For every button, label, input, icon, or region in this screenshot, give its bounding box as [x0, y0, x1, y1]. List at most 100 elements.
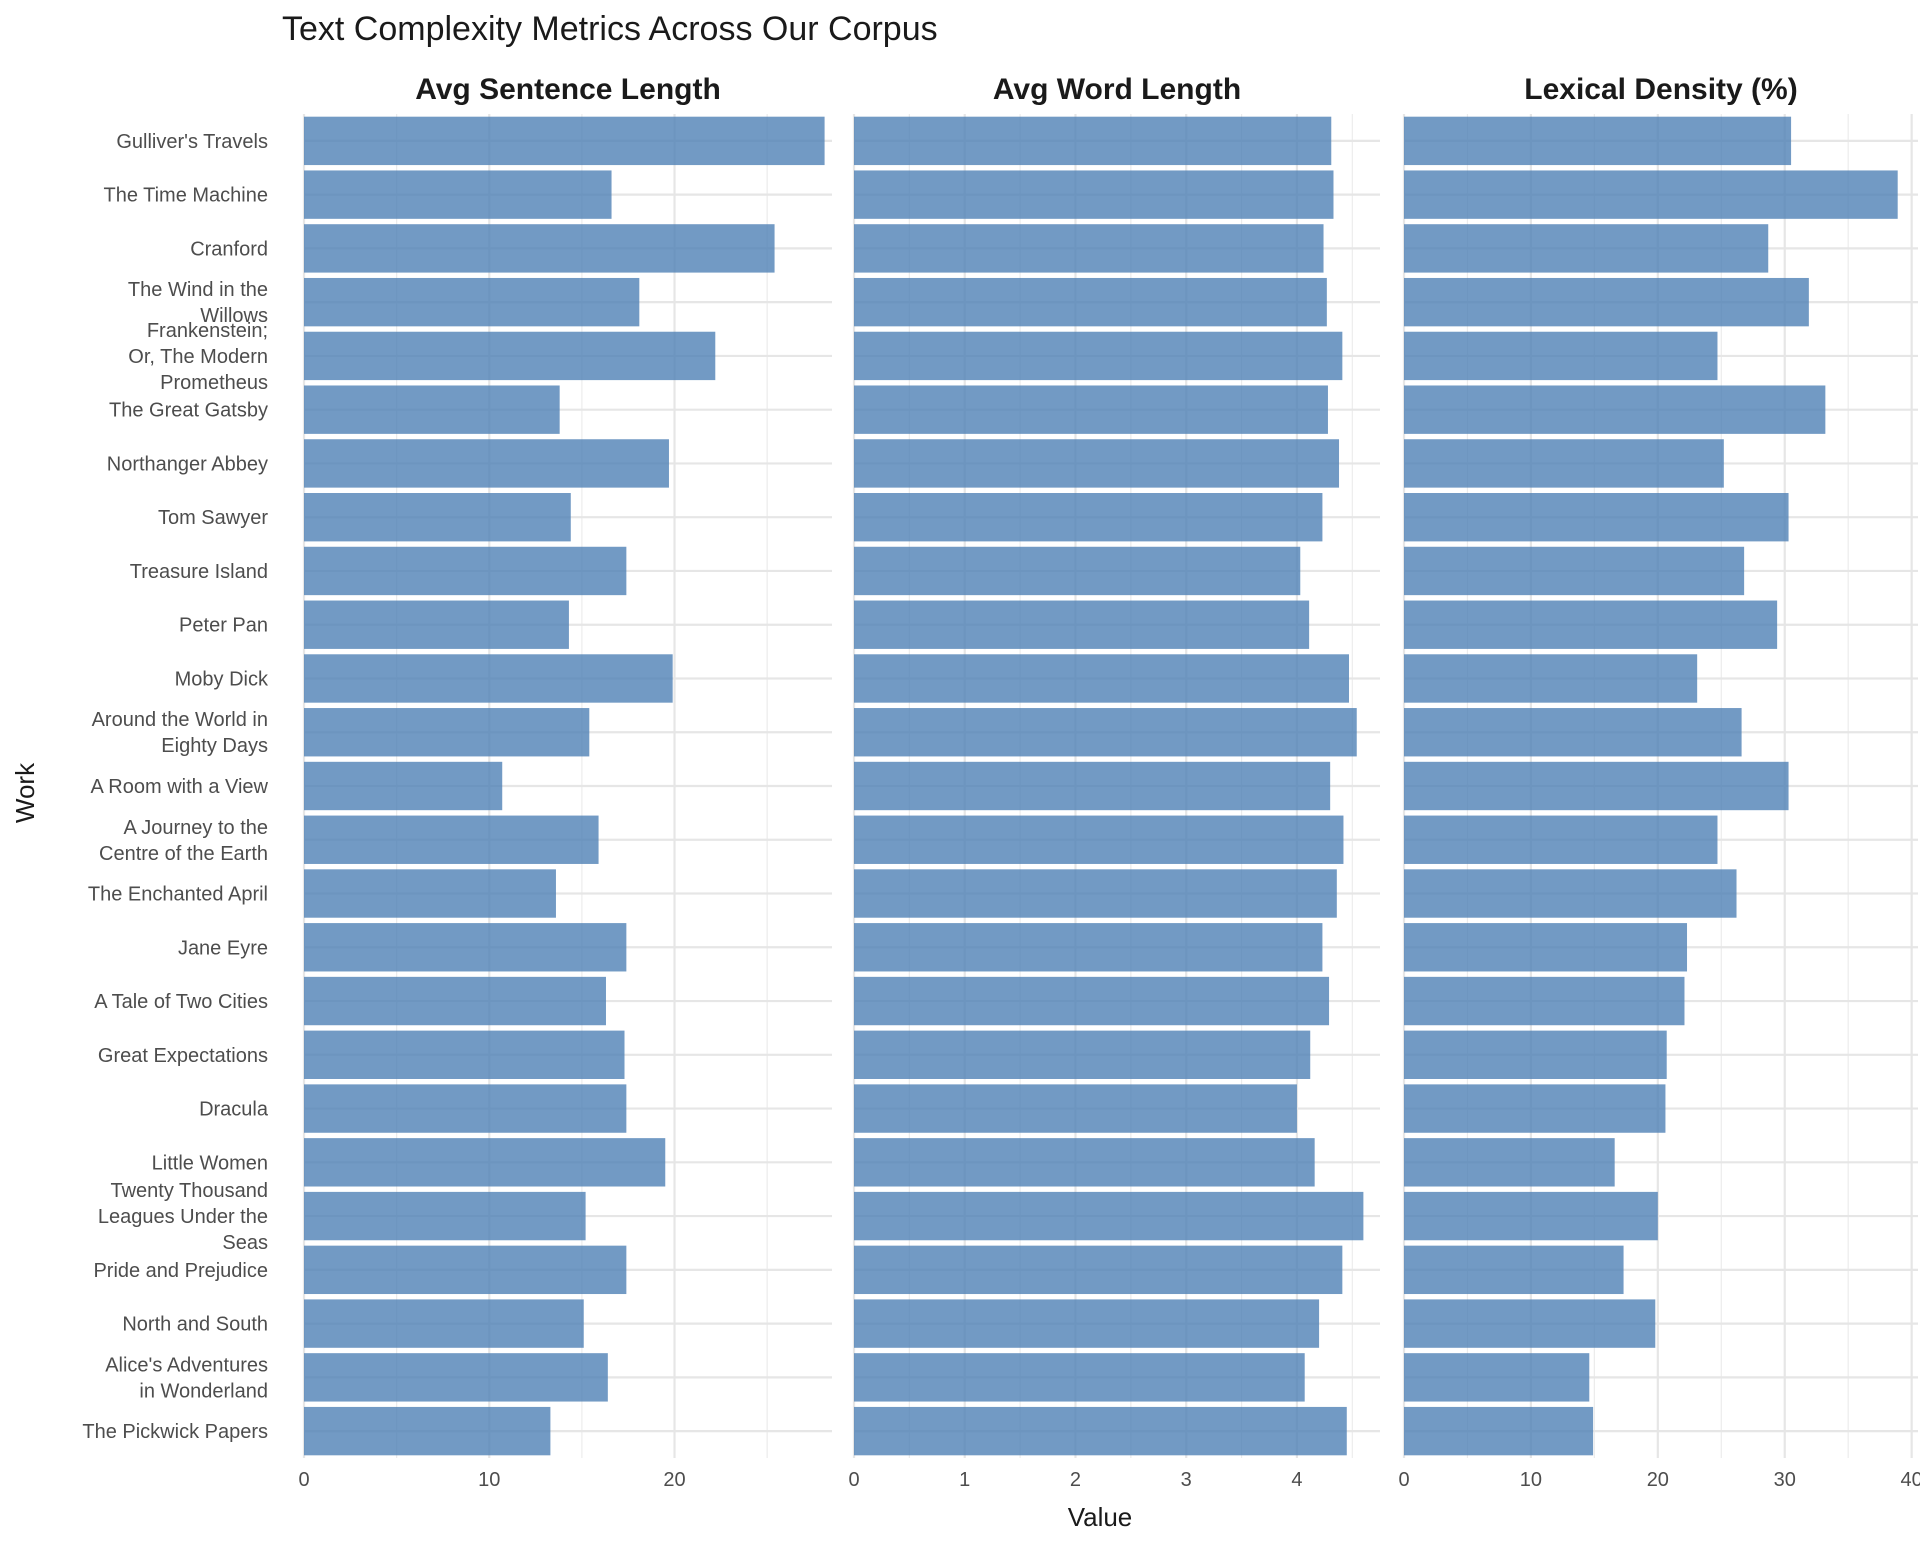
chart-title: Text Complexity Metrics Across Our Corpu… — [282, 10, 938, 48]
bar — [304, 761, 503, 811]
bar — [304, 439, 669, 488]
x-tick-label: 40 — [1901, 1469, 1920, 1491]
bar — [304, 1084, 627, 1133]
bar — [854, 1138, 1315, 1187]
x-tick-label: 10 — [478, 1469, 500, 1491]
category-label: Little Women — [152, 1152, 268, 1174]
bar — [854, 1406, 1347, 1456]
bar — [1404, 1353, 1590, 1402]
bar — [1404, 546, 1745, 596]
category-labels-group: Gulliver's Travels The Time Machine Cranfo… — [82, 131, 269, 1443]
bar — [1404, 224, 1769, 273]
x-tick-label: 1 — [959, 1469, 970, 1491]
panel-title: Avg Sentence Length — [415, 73, 721, 106]
bar — [304, 116, 825, 166]
category-label: Tom Sawyer — [158, 507, 268, 529]
bar — [304, 493, 571, 542]
bar — [854, 708, 1357, 757]
bar — [854, 761, 1331, 811]
bar — [304, 1191, 586, 1241]
panel-3: 0 10 20 30 40 Lexical Density (%) — [1398, 73, 1920, 1491]
bar — [1404, 1406, 1594, 1456]
bar — [304, 654, 673, 703]
bar — [854, 493, 1323, 542]
x-tick-label: 10 — [1520, 1469, 1542, 1491]
bar — [854, 1084, 1297, 1133]
category-label: The Pickwick Papers — [82, 1421, 268, 1443]
category-label: Jane Eyre — [178, 937, 268, 959]
category-label: Twenty Thousand Leagues Under the Seas — [98, 1180, 268, 1254]
category-label: Dracula — [199, 1099, 269, 1121]
bar — [304, 385, 560, 434]
category-label: The Wind in the Willows — [128, 279, 268, 327]
category-label: Great Expectations — [98, 1045, 268, 1067]
bar — [304, 1353, 608, 1402]
x-tick-label: 0 — [298, 1469, 309, 1491]
bar — [1404, 761, 1789, 811]
category-label: Around the World in Eighty Days — [92, 709, 268, 757]
x-tick-label: 3 — [1181, 1469, 1192, 1491]
bar — [854, 546, 1301, 596]
bar — [304, 331, 716, 381]
bar — [1404, 1030, 1667, 1079]
bar — [1404, 600, 1778, 649]
bar — [854, 923, 1323, 972]
category-label: The Enchanted April — [88, 884, 268, 906]
x-tick-label: 20 — [1647, 1469, 1669, 1491]
bar — [854, 976, 1330, 1026]
bar — [1404, 1138, 1615, 1187]
bar — [854, 277, 1327, 327]
bar — [854, 385, 1328, 434]
bar — [1404, 1299, 1656, 1348]
bar — [1404, 1245, 1624, 1295]
bar — [854, 1245, 1343, 1295]
bar — [854, 1299, 1320, 1348]
category-label: Peter Pan — [179, 615, 268, 637]
x-tick-label: 2 — [1070, 1469, 1081, 1491]
bar — [854, 654, 1349, 703]
panels-group: 0 10 20 Avg Sentence Length 0 1 2 3 4 Avg Word Le… — [298, 73, 1920, 1491]
category-label: Northanger Abbey — [107, 453, 268, 475]
bar — [1404, 708, 1742, 757]
bar — [1404, 385, 1826, 434]
category-label: Cranford — [190, 238, 268, 260]
panel-2: 0 1 2 3 4 Avg Word Length — [848, 73, 1380, 1491]
category-label: North and South — [122, 1314, 268, 1336]
x-tick-label: 0 — [1398, 1469, 1409, 1491]
bar — [304, 224, 775, 273]
x-tick-label: 30 — [1774, 1469, 1796, 1491]
bar — [1404, 869, 1737, 918]
bar — [1404, 277, 1809, 327]
bar — [854, 869, 1337, 918]
bar — [1404, 439, 1724, 488]
bar — [304, 546, 627, 596]
bar — [304, 1245, 627, 1295]
bar — [304, 815, 599, 864]
bar — [304, 600, 569, 649]
category-label: Treasure Island — [130, 561, 268, 583]
panel-title: Avg Word Length — [993, 73, 1241, 106]
category-label: Frankenstein; Or, The Modern Prometheus — [128, 320, 268, 394]
category-label: Moby Dick — [175, 668, 269, 690]
bar — [854, 815, 1344, 864]
bar — [304, 1406, 551, 1456]
panel-1: 0 10 20 Avg Sentence Length — [298, 73, 832, 1491]
category-label: Gulliver's Travels — [116, 131, 268, 153]
x-tick-label: 0 — [848, 1469, 859, 1491]
bar — [1404, 923, 1688, 972]
category-label: A Tale of Two Cities — [94, 991, 268, 1013]
bar — [854, 1030, 1311, 1079]
category-label: Pride and Prejudice — [93, 1260, 268, 1282]
bar — [304, 869, 556, 918]
x-axis-title: Value — [1068, 1502, 1133, 1532]
category-label: A Room with a View — [91, 776, 269, 798]
category-label: Alice's Adventures in Wonderland — [105, 1354, 268, 1402]
bar — [304, 1138, 666, 1187]
bar — [304, 923, 627, 972]
bar — [1404, 493, 1789, 542]
bar — [1404, 116, 1792, 166]
x-tick-label: 4 — [1291, 1469, 1302, 1491]
panel-title: Lexical Density (%) — [1524, 73, 1797, 106]
